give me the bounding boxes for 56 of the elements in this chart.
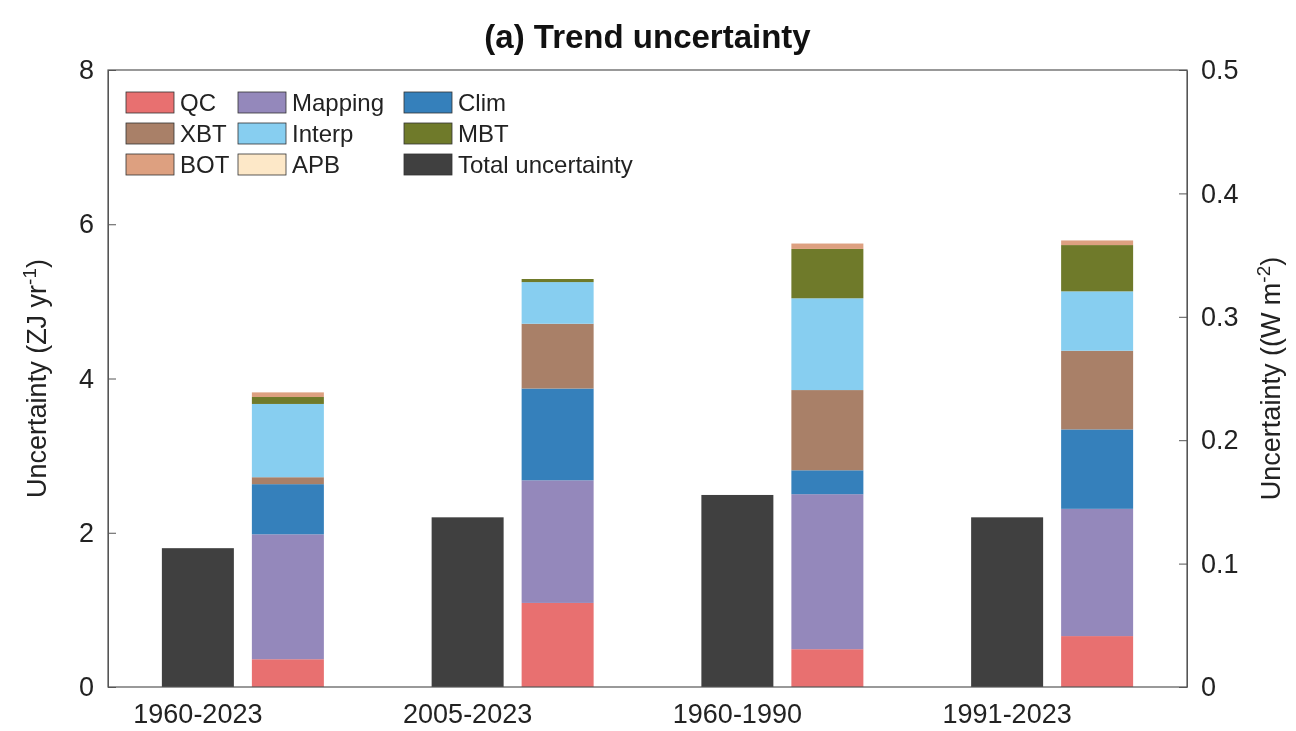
bar <box>521 279 594 283</box>
x-tick-label: 1991-2023 <box>942 699 1072 729</box>
bar <box>1061 429 1134 509</box>
x-tick-label: 2005-2023 <box>403 699 533 729</box>
bar <box>251 403 324 478</box>
bar <box>521 323 594 389</box>
y2-tick-label: 0 <box>1201 672 1217 703</box>
bar <box>1061 291 1134 351</box>
bar <box>251 397 324 404</box>
legend-label: Total uncertainty <box>458 151 633 178</box>
bar <box>161 548 234 687</box>
bar <box>251 392 324 398</box>
bar <box>251 534 324 660</box>
y-tick-label: 6 <box>78 209 94 240</box>
bar <box>431 517 504 687</box>
y2-tick-label: 0.5 <box>1201 55 1239 86</box>
bar <box>1061 636 1134 687</box>
bar <box>1061 245 1134 292</box>
legend-label: Interp <box>292 120 354 147</box>
chart-title: (a) Trend uncertainty <box>484 18 812 55</box>
x-tick-label: 1960-1990 <box>672 699 802 729</box>
y-tick-label: 0 <box>78 672 94 703</box>
bar <box>791 649 864 687</box>
bar <box>521 388 594 481</box>
bar <box>791 390 864 471</box>
legend-label: MBT <box>458 120 509 147</box>
bar <box>251 484 324 535</box>
y2-tick-label: 0.4 <box>1201 178 1239 209</box>
bar <box>1061 240 1134 246</box>
bar <box>521 602 594 687</box>
y-tick-label: 8 <box>78 55 94 86</box>
bar <box>971 517 1044 687</box>
bar <box>1061 350 1134 430</box>
bar <box>251 477 324 485</box>
bar <box>791 494 864 650</box>
legend-label: Clim <box>458 89 506 116</box>
y2-tick-label: 0.3 <box>1201 301 1239 332</box>
legend-label: QC <box>180 89 216 116</box>
y2-tick-label: 0.2 <box>1201 425 1239 456</box>
bar <box>251 659 324 687</box>
legend-label: Mapping <box>292 89 385 116</box>
bar <box>791 243 864 249</box>
legend-label: APB <box>292 151 341 178</box>
y2-tick-label: 0.1 <box>1201 548 1239 579</box>
legend-label: BOT <box>180 151 230 178</box>
bar <box>791 470 864 495</box>
legend-label: XBT <box>180 120 228 147</box>
bar <box>521 282 594 324</box>
y-tick-label: 2 <box>78 517 94 548</box>
bar <box>791 248 864 299</box>
x-tick-label: 1960-2023 <box>133 699 263 729</box>
bar <box>521 480 594 603</box>
bar <box>1061 508 1134 637</box>
y-tick-label: 4 <box>78 363 94 394</box>
bar <box>791 298 864 391</box>
bar <box>701 494 774 687</box>
